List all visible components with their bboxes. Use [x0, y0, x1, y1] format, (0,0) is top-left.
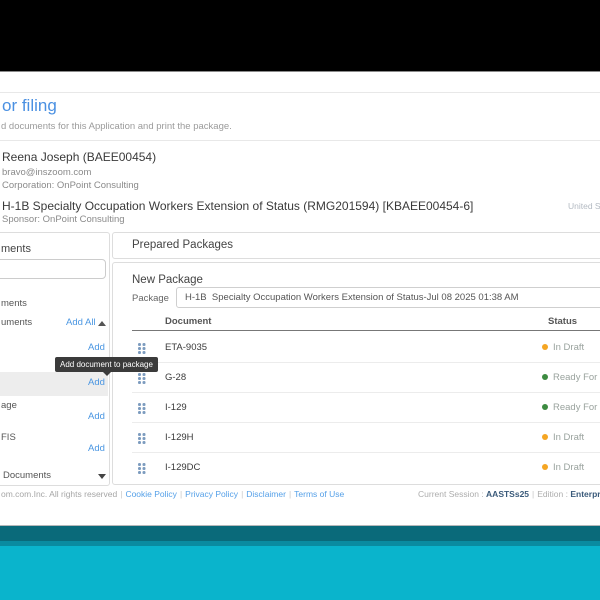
drag-handle-icon[interactable] — [138, 463, 141, 466]
caret-up-icon[interactable] — [98, 321, 106, 326]
document-name: I-129 — [165, 402, 187, 413]
add-document-link[interactable]: Add — [88, 411, 105, 422]
add-document-link[interactable]: Add — [88, 377, 105, 388]
document-row-hovered[interactable] — [0, 372, 108, 396]
document-item-label: FIS — [1, 432, 16, 443]
document-name: I-129H — [165, 432, 194, 443]
beneficiary-corporation: Corporation: OnPoint Consulting — [2, 180, 139, 191]
package-label: Package — [132, 293, 169, 304]
drag-handle-icon[interactable] — [138, 403, 141, 406]
case-title: H-1B Specialty Occupation Workers Extens… — [2, 199, 474, 213]
drag-handle-icon[interactable] — [138, 433, 141, 436]
status-label: In Draft — [553, 462, 585, 473]
case-country: United St — [568, 201, 600, 211]
table-row[interactable]: G-28 Ready For Si — [132, 362, 600, 393]
documents-section-label: ments — [1, 298, 27, 309]
bottom-divider — [0, 525, 600, 526]
drag-handle-icon[interactable] — [138, 343, 141, 346]
tooltip-caret-icon — [103, 372, 111, 376]
bottom-bar-bright — [0, 546, 600, 600]
terms-of-use-link[interactable]: Terms of Use — [294, 489, 345, 499]
footer-right: Current Session : AASTSs25 | Edition : Ent… — [418, 489, 600, 499]
document-item-label: age — [1, 400, 17, 411]
table-row[interactable]: I-129 Ready For Si — [132, 392, 600, 423]
status-dot-icon — [542, 464, 548, 470]
footer-left: om.com.Inc. All rights reserved | Cookie P… — [1, 489, 345, 499]
add-document-link[interactable]: Add — [88, 443, 105, 454]
page-subtitle: d documents for this Application and pri… — [1, 121, 232, 132]
table-header-divider — [132, 330, 600, 331]
beneficiary-email: bravo@inszoom.com — [2, 167, 92, 178]
status-dot-icon — [542, 434, 548, 440]
status-label: In Draft — [553, 432, 585, 443]
caret-down-icon[interactable] — [98, 474, 106, 479]
document-name: I-129DC — [165, 462, 201, 473]
prepared-packages-card — [112, 232, 600, 259]
edition-label: Edition : — [537, 489, 568, 499]
bottom-bar-mid — [0, 541, 600, 546]
session-value: AASTSs25 — [486, 489, 530, 499]
disclaimer-link[interactable]: Disclaimer — [246, 489, 286, 499]
table-row[interactable]: I-129H In Draft — [132, 422, 600, 453]
column-header-status[interactable]: Status — [548, 316, 578, 327]
drag-handle-icon[interactable] — [138, 373, 141, 376]
cookie-policy-link[interactable]: Cookie Policy — [125, 489, 177, 499]
package-name-input[interactable] — [176, 287, 600, 308]
document-search-input[interactable] — [0, 259, 106, 279]
bottom-bar-dark — [0, 526, 600, 541]
top-black-bar — [0, 0, 600, 72]
divider — [0, 140, 600, 141]
privacy-policy-link[interactable]: Privacy Policy — [185, 489, 239, 499]
status-dot-icon — [542, 404, 548, 410]
add-tooltip: Add document to package — [55, 357, 158, 372]
status-label: In Draft — [553, 342, 585, 353]
rights-text: om.com.Inc. All rights reserved — [1, 489, 118, 499]
status-label: Ready For Si — [553, 402, 600, 413]
status-dot-icon — [542, 374, 548, 380]
document-name: ETA-9035 — [165, 342, 208, 353]
session-label: Current Session : — [418, 489, 484, 499]
beneficiary-name: Reena Joseph (BAEE00454) — [2, 150, 157, 164]
divider — [0, 92, 600, 93]
page-title: or filing — [2, 96, 57, 115]
prepared-packages-title: Prepared Packages — [132, 239, 234, 251]
edition-value: Enterprise — [570, 489, 600, 499]
new-package-title: New Package — [132, 274, 203, 286]
column-header-document[interactable]: Document — [165, 316, 212, 327]
status-label: Ready For Si — [553, 372, 600, 383]
document-name: G-28 — [165, 372, 187, 383]
add-all-link[interactable]: Add All — [66, 317, 96, 328]
collapsed-section-label: Documents — [3, 470, 52, 481]
add-document-link[interactable]: Add — [88, 342, 105, 353]
table-row[interactable]: I-129DC In Draft — [132, 452, 600, 482]
status-dot-icon — [542, 344, 548, 350]
documents-category-label: uments — [1, 317, 33, 328]
documents-panel-header: ments — [1, 243, 31, 255]
table-row[interactable]: ETA-9035 In Draft — [132, 332, 600, 363]
case-sponsor: Sponsor: OnPoint Consulting — [2, 214, 125, 225]
